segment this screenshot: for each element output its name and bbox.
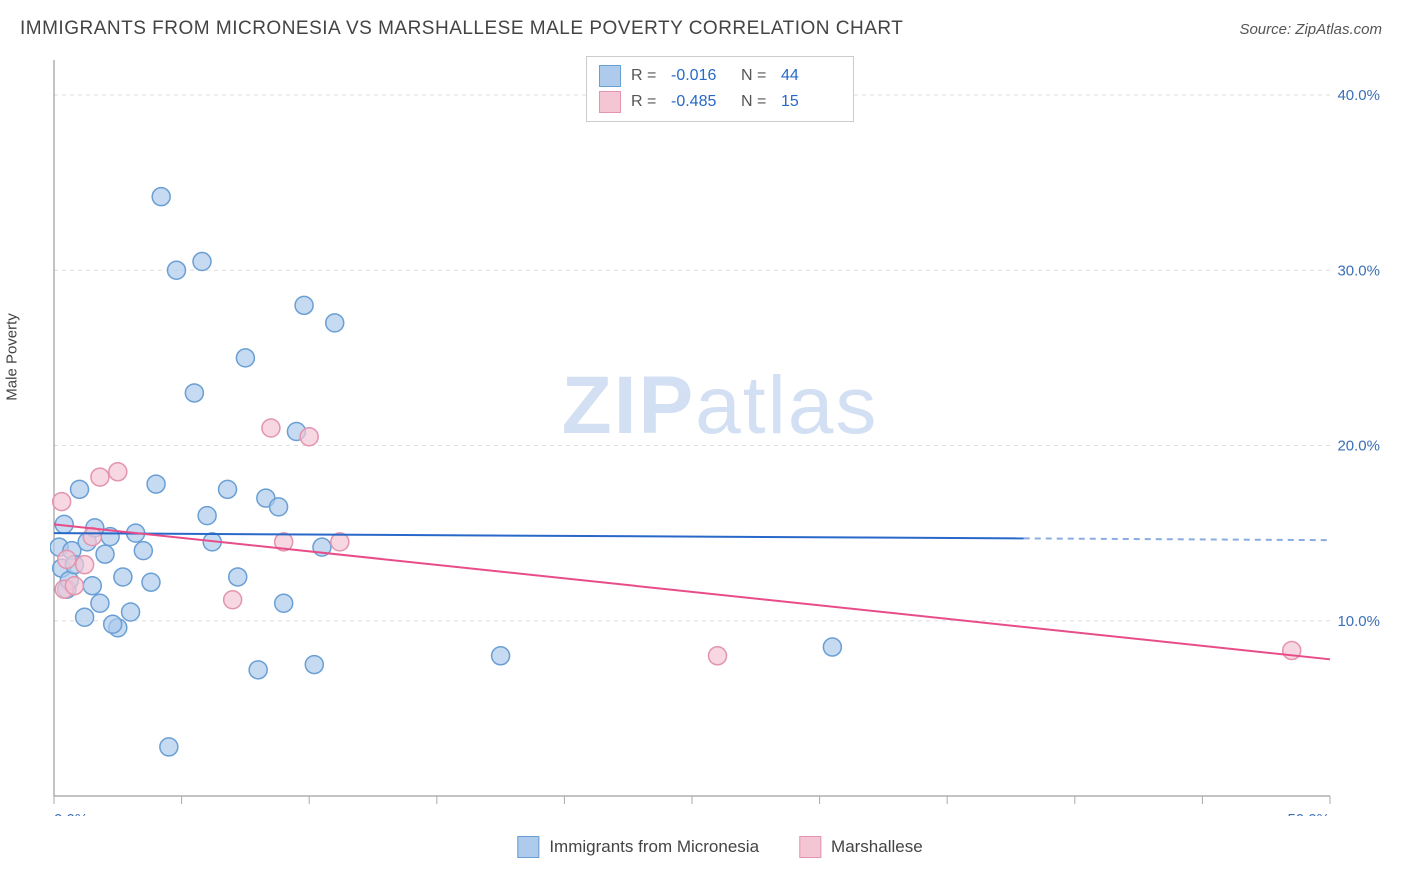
chart-title: IMMIGRANTS FROM MICRONESIA VS MARSHALLES… <box>20 18 903 40</box>
legend-row-series-1: R = -0.485 N = 15 <box>599 89 841 115</box>
svg-text:50.0%: 50.0% <box>1287 811 1330 816</box>
r-label: R = <box>631 93 661 111</box>
legend-item-0: Immigrants from Micronesia <box>517 836 759 858</box>
legend-swatch-bottom-1 <box>799 836 821 858</box>
svg-text:10.0%: 10.0% <box>1337 613 1380 630</box>
legend-swatch-0 <box>599 65 621 87</box>
n-label: N = <box>741 93 771 111</box>
n-value-1: 15 <box>781 93 841 111</box>
correlation-legend: R = -0.016 N = 44 R = -0.485 N = 15 <box>586 56 854 122</box>
y-axis-label: Male Poverty <box>4 313 21 401</box>
chart-area: Male Poverty ZIPatlas R = -0.016 N = 44 … <box>50 56 1390 816</box>
n-value-0: 44 <box>781 67 841 85</box>
r-label: R = <box>631 67 661 85</box>
legend-label-0: Immigrants from Micronesia <box>549 837 759 857</box>
scatter-plot-svg: 0.0% 50.0% 10.0% 20.0% 30.0% 40.0% <box>50 56 1390 816</box>
r-value-0: -0.016 <box>671 67 731 85</box>
legend-item-1: Marshallese <box>799 836 923 858</box>
legend-swatch-bottom-0 <box>517 836 539 858</box>
svg-text:30.0%: 30.0% <box>1337 262 1380 279</box>
legend-row-series-0: R = -0.016 N = 44 <box>599 63 841 89</box>
svg-text:20.0%: 20.0% <box>1337 438 1380 455</box>
r-value-1: -0.485 <box>671 93 731 111</box>
legend-swatch-1 <box>599 91 621 113</box>
series-legend: Immigrants from Micronesia Marshallese <box>517 836 922 858</box>
source-attribution: Source: ZipAtlas.com <box>1239 21 1382 38</box>
svg-text:40.0%: 40.0% <box>1337 87 1380 104</box>
legend-label-1: Marshallese <box>831 837 923 857</box>
n-label: N = <box>741 67 771 85</box>
svg-text:0.0%: 0.0% <box>54 811 88 816</box>
